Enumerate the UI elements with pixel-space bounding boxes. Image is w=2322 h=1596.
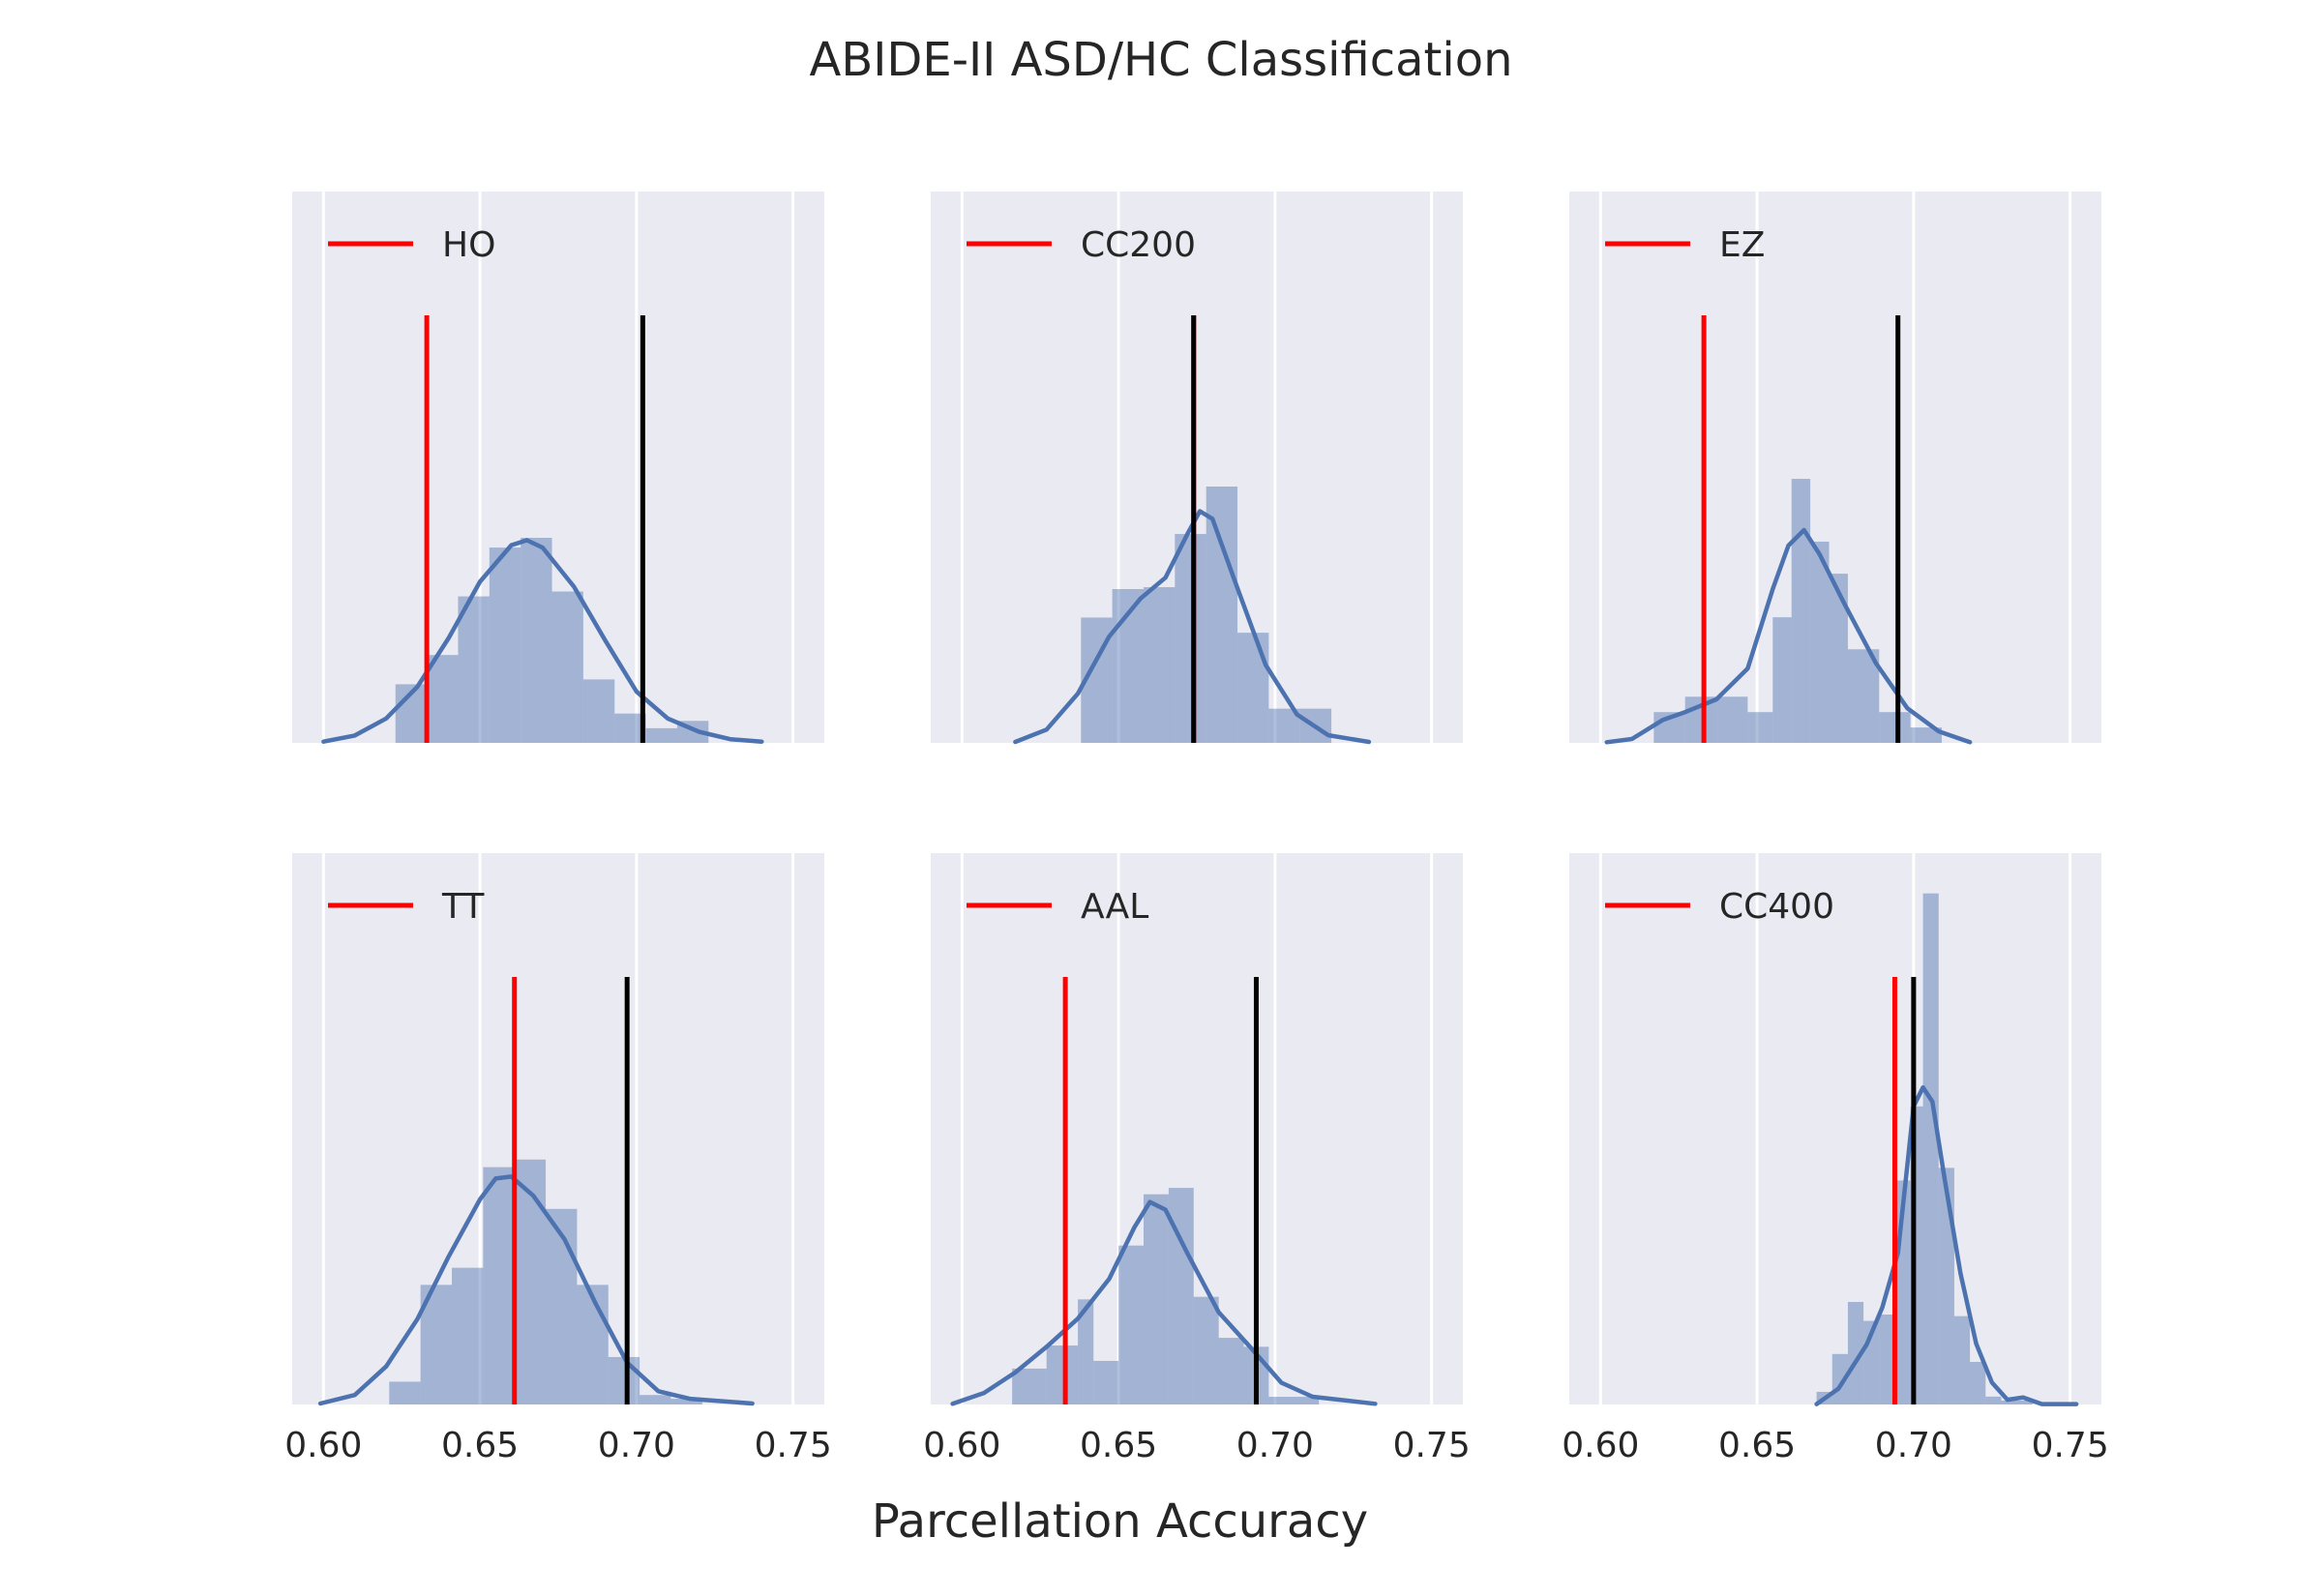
x-tick-label: 0.75 <box>1393 1426 1471 1465</box>
histogram-bar <box>582 679 615 743</box>
histogram-bar <box>1193 1296 1219 1404</box>
legend-label: TT <box>441 887 485 927</box>
x-tick-label: 0.70 <box>1236 1426 1314 1465</box>
histogram-bar <box>577 1285 609 1404</box>
legend-label: AAL <box>1081 887 1148 927</box>
kde-curve <box>1814 1084 2079 1406</box>
legend-label: CC200 <box>1081 225 1196 265</box>
x-tick-label: 0.65 <box>1718 1426 1796 1465</box>
histogram-bar <box>1237 633 1269 743</box>
histogram-bar <box>1791 479 1811 743</box>
x-tick-label: 0.60 <box>923 1426 1000 1465</box>
subplot-cc200: CC200 <box>931 192 1463 745</box>
histogram-bar <box>483 1167 515 1404</box>
panel-background <box>931 192 1463 743</box>
kde-curve <box>321 538 764 744</box>
histogram-bar <box>1970 1361 1986 1404</box>
histogram-bar <box>1938 1167 1954 1404</box>
histogram-bar <box>1910 727 1942 743</box>
histogram-bar <box>1747 712 1773 743</box>
legend-label: EZ <box>1719 225 1765 265</box>
x-tick-label: 0.75 <box>2032 1426 2109 1465</box>
histogram-bar <box>389 1381 421 1404</box>
histogram-bar <box>514 1159 547 1404</box>
x-tick-label: 0.70 <box>1875 1426 1952 1465</box>
kde-curve <box>317 1174 755 1406</box>
histogram-bar <box>1175 534 1206 743</box>
histogram-bar <box>521 538 552 743</box>
x-tick-label: 0.60 <box>1562 1426 1639 1465</box>
histogram-bar <box>640 1395 671 1404</box>
legend-label: HO <box>442 225 495 265</box>
histogram-bar <box>608 1356 640 1404</box>
histogram-bar <box>670 1399 702 1404</box>
histogram-bar <box>546 1208 578 1404</box>
histogram-bar <box>1953 1315 1971 1404</box>
histogram-bar <box>1118 1245 1144 1404</box>
histogram-bar <box>1144 1194 1169 1404</box>
panel-background <box>292 192 824 743</box>
panel-background <box>1569 853 2101 1404</box>
histogram-bar <box>452 1267 484 1404</box>
histogram-bar <box>645 727 677 743</box>
x-tick-label: 0.65 <box>1080 1426 1157 1465</box>
histogram-bar <box>1046 1345 1079 1404</box>
histogram-bar <box>1268 1397 1320 1404</box>
histogram-bar <box>1847 1302 1864 1404</box>
histogram-bar <box>1078 1299 1094 1404</box>
subplot-cc400: 0.60 0.65 0.70 0.75 CC400 <box>1562 853 2109 1465</box>
histogram-bar <box>2001 1400 2017 1404</box>
histogram-bar <box>1879 1315 1895 1404</box>
histogram-bar <box>1810 541 1830 743</box>
histogram-bar <box>1879 712 1911 743</box>
panel-background <box>931 853 1463 1404</box>
histogram-bar <box>1985 1396 2002 1404</box>
histogram-bar <box>1093 1360 1119 1404</box>
kde-curve <box>950 1199 1378 1406</box>
x-axis-label: Parcellation Accuracy <box>871 1494 1369 1549</box>
subplot-aal: 0.60 0.65 0.70 0.75 AAL <box>923 853 1471 1465</box>
histogram-bar <box>1144 587 1176 743</box>
histogram-bar <box>427 655 459 743</box>
panel-background <box>292 853 824 1404</box>
histogram-bar <box>489 547 521 743</box>
subplot-ho: HO <box>292 192 824 744</box>
histogram-bar <box>1829 574 1848 743</box>
histogram-bar <box>1772 617 1792 743</box>
histogram-bar <box>1847 649 1880 743</box>
x-tick-label: 0.60 <box>284 1426 362 1465</box>
subplot-tt: 0.60 0.65 0.70 0.75 TT <box>284 853 832 1465</box>
legend-label: CC400 <box>1719 887 1834 927</box>
histogram-bar <box>2016 1400 2033 1404</box>
panel-background <box>1569 192 2101 743</box>
x-tick-label: 0.65 <box>441 1426 519 1465</box>
histogram-bar <box>458 596 490 743</box>
histogram-bar <box>1922 893 1939 1404</box>
histogram-bar <box>1218 1338 1244 1404</box>
x-tick-label: 0.75 <box>755 1426 832 1465</box>
subplot-ez: EZ <box>1569 192 2101 745</box>
histogram-bar <box>1012 1368 1047 1404</box>
histogram-bar <box>551 591 583 743</box>
x-tick-label: 0.70 <box>598 1426 675 1465</box>
figure-title: ABIDE-II ASD/HC Classification <box>809 33 1513 87</box>
histogram-bar <box>1716 696 1748 743</box>
histogram-bar <box>1206 487 1238 743</box>
